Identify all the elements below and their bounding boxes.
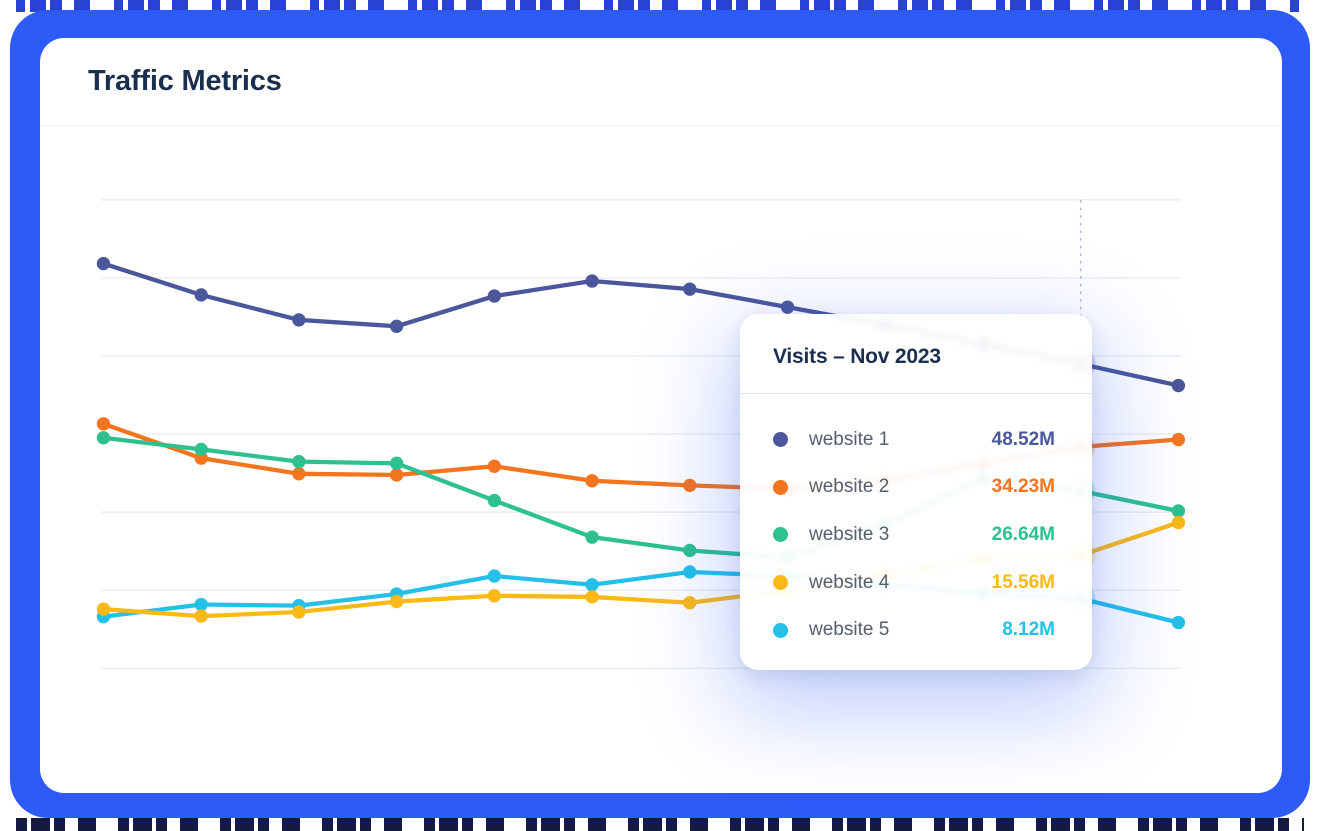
series-label: website 5 xyxy=(809,619,890,641)
series-dot-icon xyxy=(773,575,788,591)
series-label: website 4 xyxy=(809,571,890,593)
series-value: 34.23M xyxy=(991,476,1055,498)
data-point[interactable] xyxy=(194,288,208,302)
data-point[interactable] xyxy=(1171,615,1186,630)
data-point[interactable] xyxy=(487,289,502,303)
data-point[interactable] xyxy=(585,474,599,488)
data-point[interactable] xyxy=(389,468,404,482)
data-point[interactable] xyxy=(1171,432,1186,447)
tooltip-body: website 1 48.52M website 2 34.23M websit… xyxy=(740,394,1092,654)
data-point[interactable] xyxy=(389,319,404,333)
series-dot-icon xyxy=(773,527,788,543)
data-point[interactable] xyxy=(683,478,697,493)
data-point[interactable] xyxy=(1171,378,1186,393)
data-point[interactable] xyxy=(389,456,404,471)
data-point[interactable] xyxy=(292,467,306,481)
data-point[interactable] xyxy=(1171,504,1186,518)
data-point[interactable] xyxy=(683,565,697,579)
tooltip-title: Visits – Nov 2023 xyxy=(773,344,941,368)
data-point[interactable] xyxy=(96,417,111,431)
series-dot-icon xyxy=(773,479,788,495)
series-value: 48.52M xyxy=(991,428,1055,450)
data-point[interactable] xyxy=(292,313,306,327)
traffic-line-chart[interactable] xyxy=(40,38,1282,793)
data-point[interactable] xyxy=(96,431,111,445)
tooltip-row: website 4 15.56M xyxy=(773,559,1055,607)
data-point[interactable] xyxy=(96,256,111,271)
data-point[interactable] xyxy=(487,459,502,473)
data-point[interactable] xyxy=(683,282,697,296)
tooltip-row: website 2 34.23M xyxy=(773,464,1055,512)
data-point[interactable] xyxy=(194,442,208,457)
card-header: Traffic Metrics xyxy=(40,38,1282,126)
data-point[interactable] xyxy=(292,454,306,469)
data-point[interactable] xyxy=(194,609,208,623)
data-point[interactable] xyxy=(585,590,599,604)
tooltip-row: website 1 48.52M xyxy=(773,416,1055,464)
tooltip-row: website 5 8.12M xyxy=(773,606,1055,654)
data-point[interactable] xyxy=(292,605,306,619)
traffic-metrics-card: Traffic Metrics xyxy=(40,38,1282,793)
data-point[interactable] xyxy=(683,596,697,610)
data-point[interactable] xyxy=(389,594,404,609)
data-point[interactable] xyxy=(487,569,502,583)
data-point[interactable] xyxy=(1171,515,1186,530)
data-point[interactable] xyxy=(585,578,599,592)
series-value: 15.56M xyxy=(991,571,1055,593)
data-point[interactable] xyxy=(487,589,502,603)
data-point[interactable] xyxy=(683,543,697,558)
data-point[interactable] xyxy=(780,300,795,314)
series-label: website 2 xyxy=(809,476,890,498)
tooltip-header: Visits – Nov 2023 xyxy=(740,314,1092,394)
series-dot-icon xyxy=(773,622,788,638)
page-title: Traffic Metrics xyxy=(88,65,282,97)
data-point[interactable] xyxy=(96,602,111,616)
chart-tooltip: Visits – Nov 2023 website 1 48.52M websi… xyxy=(740,314,1092,670)
series-value: 8.12M xyxy=(1002,619,1055,641)
background-text-pattern-top xyxy=(16,0,1304,12)
data-point[interactable] xyxy=(585,530,599,544)
series-label: website 3 xyxy=(809,523,890,545)
data-point[interactable] xyxy=(585,274,599,288)
background-text-pattern-bottom xyxy=(16,818,1304,831)
series-dot-icon xyxy=(773,432,788,448)
tooltip-row: website 3 26.64M xyxy=(773,511,1055,559)
data-point[interactable] xyxy=(487,493,502,508)
series-value: 26.64M xyxy=(991,523,1055,545)
series-label: website 1 xyxy=(809,428,890,450)
data-point[interactable] xyxy=(194,597,208,612)
